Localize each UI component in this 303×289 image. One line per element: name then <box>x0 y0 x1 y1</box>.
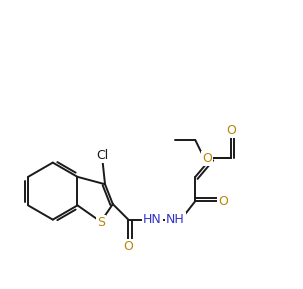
Text: O: O <box>202 152 212 165</box>
Text: O: O <box>218 195 228 208</box>
Text: Cl: Cl <box>96 149 108 162</box>
Text: HN: HN <box>143 213 162 226</box>
Text: O: O <box>124 240 133 253</box>
Text: S: S <box>97 216 105 229</box>
Text: O: O <box>226 124 236 137</box>
Text: NH: NH <box>166 213 185 226</box>
